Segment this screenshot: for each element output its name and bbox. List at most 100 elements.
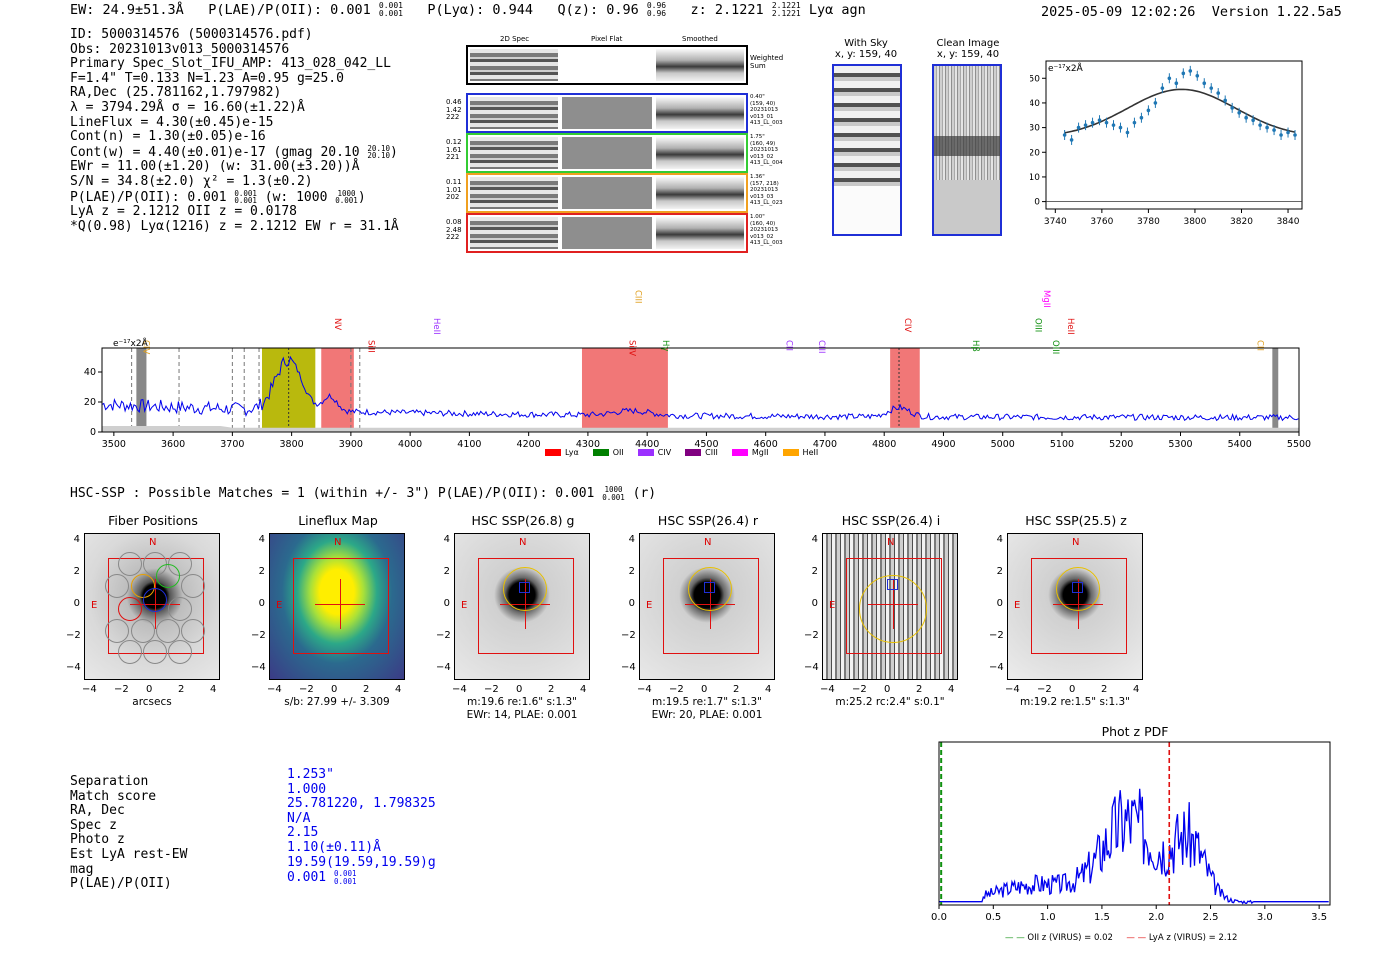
- panel-ytick: 0: [443, 598, 450, 609]
- fiber-row-flat: [562, 137, 652, 169]
- fiber-row-right-meta: 1.75" (160, 49) 20231013 v013_02 413_LL_…: [750, 134, 783, 167]
- panel-ytick: 0: [996, 598, 1003, 609]
- spec-xtick-label: 4200: [517, 439, 541, 450]
- info-block: ID: 5000314576 (5000314576.pdf) Obs: 202…: [70, 27, 399, 234]
- row-stat: 1.01: [446, 185, 462, 194]
- panel-xtick: 0: [146, 684, 153, 695]
- legend-swatch: [782, 449, 799, 456]
- match-label: Photo z: [70, 832, 125, 848]
- fiber-circle: [168, 640, 192, 664]
- zoom-xtick-label: 3740: [1044, 217, 1067, 227]
- match-label: Est LyA rest-EW: [70, 846, 188, 862]
- fiber-row-left-stats: 0.12 1.61 221: [446, 138, 462, 162]
- legend-swatch: [731, 449, 748, 456]
- panel-ytick: 4: [443, 534, 450, 545]
- zoom-data-point: [1202, 81, 1207, 85]
- target-marker: [704, 582, 715, 593]
- fiber-row-left-stats: 0.11 1.01 202: [446, 178, 462, 202]
- legend-entry: MgII: [731, 448, 769, 457]
- zoom-data-point: [1104, 120, 1109, 125]
- row-stat: 0.12: [446, 138, 462, 146]
- row-stat: 2.48: [446, 225, 462, 234]
- info-spec-slot: Primary Spec_Slot_IFU_AMP: 413_028_042_L…: [70, 56, 391, 72]
- plae-value: P(LAE)/P(OII): 0.001: [208, 2, 371, 18]
- zoom-data-point: [1244, 115, 1248, 120]
- fiber-row-flat: [562, 97, 652, 129]
- panel-caption: m:19.6 re:1.6" s:1.3": [467, 696, 577, 708]
- aperture-box: [1031, 558, 1127, 654]
- zoom-data-point: [1216, 91, 1221, 95]
- fiber-row-smoothed: [656, 137, 744, 169]
- spec-xtick-label: 3900: [339, 439, 363, 450]
- panel-ytick: −4: [66, 662, 81, 673]
- fiber-row-2dspec: [470, 137, 558, 169]
- info-id: ID: 5000314576 (5000314576.pdf): [70, 27, 313, 42]
- info-sn: S/N = 34.8(±2.0) χ² = 1.3(±0.2): [70, 173, 313, 189]
- fiber-circle: [143, 588, 167, 612]
- zoom-data-point: [1146, 108, 1151, 113]
- spec-xtick-label: 5400: [1228, 439, 1252, 450]
- ew-value: EW: 24.9±51.3Å: [70, 2, 184, 18]
- source-ellipse: [688, 567, 732, 611]
- zoom-data-point: [1153, 101, 1158, 105]
- fiber-row-2dspec: [470, 217, 558, 249]
- fiber-row-left-stats: 0.46 1.42 222: [446, 98, 462, 122]
- info-lineflux: LineFlux = 4.30(±0.45)e-15: [70, 114, 274, 130]
- east-label: E: [646, 600, 653, 611]
- info-radec: RA,Dec (25.781162,1.797982): [70, 85, 282, 101]
- zoom-data-point: [1272, 128, 1276, 132]
- match-plae-sub: 0.001: [333, 876, 357, 886]
- fiber-row-frame: [466, 213, 748, 253]
- panel-ytick: −2: [436, 630, 451, 641]
- spec-xtick-label: 5000: [991, 439, 1015, 450]
- fiber-row-2dspec: [470, 97, 558, 129]
- match-value-separation: 1.253": [287, 767, 334, 782]
- info-plae-close: ): [357, 189, 366, 205]
- zoom-data-point: [1209, 86, 1214, 90]
- panel-ytick: 0: [73, 598, 80, 609]
- row-meta: 0.40": [750, 94, 765, 100]
- spec-xtick-label: 4700: [813, 439, 837, 450]
- legend-entry: CIV: [637, 448, 671, 457]
- panel-xtick: 4: [395, 684, 402, 695]
- spectrum-data-layer: 3500 3600 3700 3800 3900 4000 4100 4200 4300 4400…: [84, 290, 1311, 450]
- fiber-circle: [118, 640, 142, 664]
- zoom-data-point: [1069, 138, 1074, 142]
- panel-ytick: −4: [989, 662, 1004, 673]
- panel-ytick: 0: [811, 598, 818, 609]
- panel-xtick: 0: [701, 684, 708, 695]
- zoom-xtick-label: 3760: [1090, 217, 1113, 227]
- aperture-box: [663, 558, 759, 654]
- spec-frame: [101, 347, 1300, 433]
- fiber-circle: [156, 619, 180, 643]
- spec-line-label: SiIV: [626, 340, 636, 356]
- east-label: E: [276, 600, 283, 611]
- full-spectrum: 3500 3600 3700 3800 3900 4000 4100 4200 4300 4400…: [84, 290, 1311, 450]
- zoom-plot-frame: [1045, 60, 1303, 210]
- spec-line-label: OIII: [1032, 318, 1042, 332]
- legend-label: HeII: [802, 448, 819, 457]
- zoom-data-point: [1160, 86, 1165, 90]
- north-label: N: [887, 537, 895, 548]
- zoom-data-point: [1230, 106, 1234, 110]
- row-stat: 1.61: [446, 145, 462, 154]
- panel-ytick: 2: [73, 566, 80, 577]
- zoom-data-point: [1132, 120, 1137, 125]
- fiber-circle: [105, 619, 129, 643]
- spec-line-label: CIII: [632, 290, 642, 303]
- spec-xtick-label: 5300: [1168, 439, 1192, 450]
- qz-sub: 0.96: [646, 9, 667, 18]
- weighted-flat: [560, 49, 654, 81]
- clean-header: Clean Image x, y: 159, 40: [922, 38, 1014, 60]
- spec-ytick-label: 20: [84, 397, 96, 408]
- zoom-data-point: [1181, 71, 1186, 76]
- panel-title: HSC SSP(26.4) i: [841, 513, 941, 528]
- fiber-row-left-stats: 0.08 2.48 222: [446, 218, 462, 242]
- info-lambda: λ = 3794.29Å σ = 16.60(±1.22)Å: [70, 99, 305, 115]
- panel-ytick: −4: [621, 662, 636, 673]
- info-plae-sub: 0.001: [234, 196, 257, 206]
- legend-oii-swatch: — —: [1005, 933, 1025, 943]
- zoom-data-point: [1076, 125, 1081, 130]
